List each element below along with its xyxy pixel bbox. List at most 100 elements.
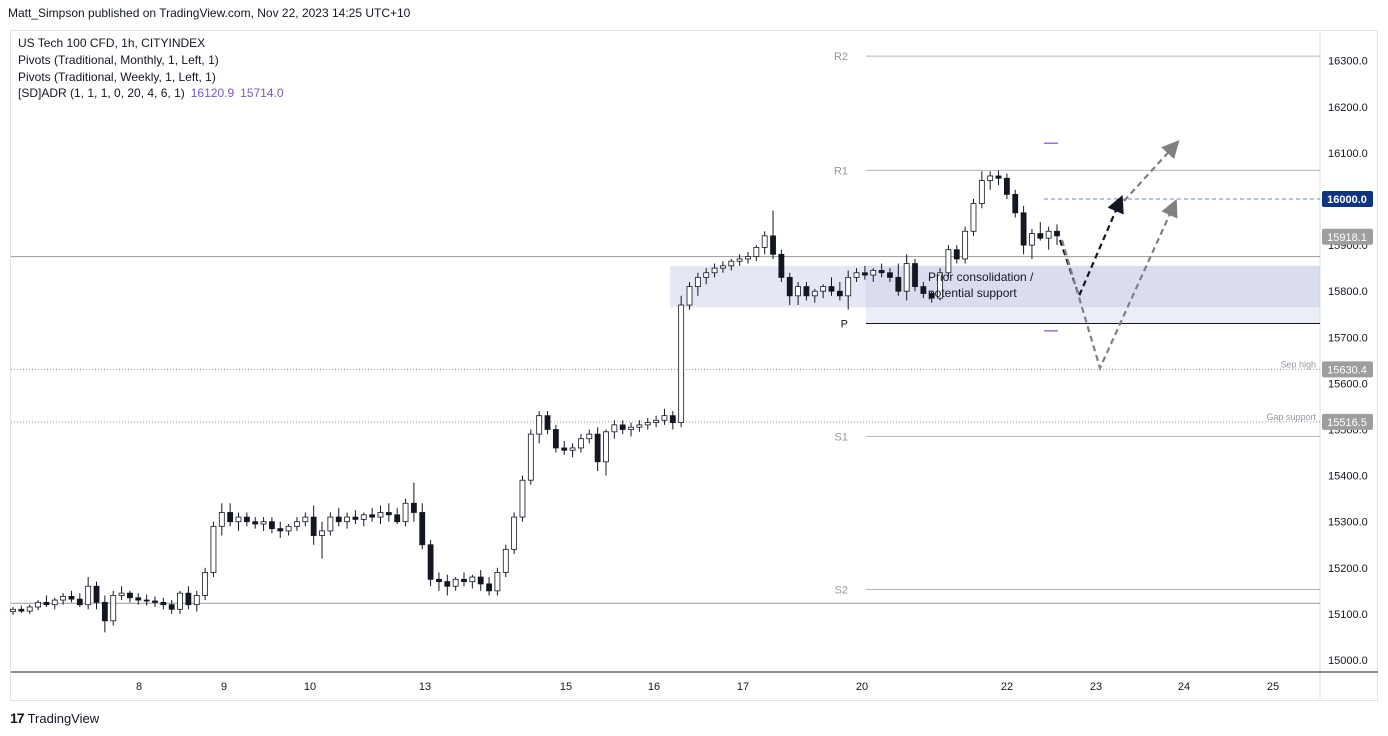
candle-body	[711, 267, 718, 274]
candle-body	[285, 525, 292, 532]
x-tick-2: 10	[304, 681, 316, 693]
candle-body	[594, 433, 601, 463]
candle-body	[619, 424, 626, 430]
candle-body	[636, 424, 643, 428]
chart-frame[interactable]	[10, 30, 1378, 701]
candle-body	[43, 601, 50, 606]
candle-body	[586, 433, 593, 440]
candle-body	[427, 544, 434, 580]
candle-body	[686, 286, 693, 306]
candle-body	[753, 247, 760, 258]
y-tick-12: 16200.0	[1328, 102, 1368, 114]
chart-legend: US Tech 100 CFD, 1h, CITYINDEX Pivots (T…	[18, 35, 284, 102]
legend-adr-low: 15714.0	[240, 86, 284, 101]
candle-body	[143, 599, 150, 602]
candle-body	[177, 592, 183, 610]
candle-body	[544, 415, 551, 430]
pivot-label-r2: R2	[834, 51, 848, 63]
pivot-label-s2: S2	[835, 584, 848, 596]
candle-body	[344, 516, 350, 523]
candle-body	[527, 433, 534, 481]
candle-body	[76, 598, 83, 606]
candle-body	[227, 512, 234, 523]
candle-body	[761, 235, 768, 248]
candle-body	[1029, 233, 1035, 246]
candle-body	[937, 272, 943, 299]
candle-body	[920, 286, 927, 294]
footer: 17 TradingView	[10, 710, 99, 726]
x-tick-7: 20	[856, 681, 868, 693]
candle-body	[745, 256, 751, 260]
candle-body	[878, 270, 885, 274]
y-tick-8: 15800.0	[1328, 286, 1368, 298]
candle-body	[561, 447, 568, 451]
publisher-header: Matt_Simpson published on TradingView.co…	[8, 6, 411, 20]
price-tag-3: 15516.5	[1327, 417, 1367, 429]
candle-body	[452, 578, 459, 587]
x-tick-8: 22	[1001, 681, 1013, 693]
y-tick-1: 15100.0	[1328, 609, 1368, 621]
legend-adr-label: [SD]ADR (1, 1, 1, 0, 20, 4, 6, 1)	[18, 86, 185, 101]
candle-body	[1020, 212, 1027, 246]
legend-pivots-weekly[interactable]: Pivots (Traditional, Weekly, 1, Left, 1)	[18, 69, 216, 84]
legend-symbol[interactable]: US Tech 100 CFD, 1h, CITYINDEX	[18, 36, 206, 50]
candle-body	[644, 422, 651, 426]
candle-body	[419, 512, 426, 546]
legend-pivots-monthly[interactable]: Pivots (Traditional, Monthly, 1, Left, 1…	[18, 52, 219, 67]
candle-body	[160, 601, 167, 606]
candle-body	[461, 578, 467, 583]
pivot-label-p: P	[841, 318, 848, 330]
x-tick-6: 17	[737, 681, 749, 693]
candle-body	[35, 601, 41, 608]
y-tick-4: 15400.0	[1328, 471, 1368, 483]
price-tag-2: 15630.4	[1327, 364, 1367, 376]
price-tag-bg-1	[1322, 228, 1373, 245]
candle-body	[694, 276, 701, 287]
candle-body	[277, 528, 284, 532]
candle-body	[469, 576, 476, 583]
candle-body	[853, 272, 860, 278]
y-tick-6: 15600.0	[1328, 378, 1368, 390]
candle-body	[770, 235, 776, 255]
candle-body	[903, 263, 910, 292]
candle-body	[928, 293, 935, 299]
candle-body	[377, 512, 384, 518]
y-tick-13: 16300.0	[1328, 56, 1368, 68]
candle-body	[962, 230, 969, 260]
candle-body	[845, 276, 852, 297]
candle-body	[101, 601, 108, 622]
candle-body	[60, 595, 67, 601]
candle-body	[1012, 193, 1019, 214]
candle-body	[552, 429, 559, 449]
candle-body	[895, 276, 902, 292]
legend-adr[interactable]: [SD]ADR (1, 1, 1, 0, 20, 4, 6, 1) 16120.9…	[18, 85, 284, 102]
candle-body	[327, 516, 334, 532]
candle-body	[628, 426, 634, 430]
consolidation-zone	[670, 265, 1320, 308]
price-tag-bg-3	[1322, 413, 1373, 430]
candle-body	[168, 604, 175, 610]
candle-body	[477, 576, 484, 585]
candle-body	[402, 502, 409, 523]
candle-body	[536, 415, 543, 435]
candle-body	[836, 290, 843, 297]
candle-body	[310, 516, 317, 536]
candle-body	[218, 512, 225, 527]
candle-body	[870, 270, 877, 276]
candle-body	[661, 415, 668, 421]
tradingview-logo-icon[interactable]: 17	[10, 710, 25, 726]
candle-body	[127, 592, 133, 599]
footer-brand[interactable]: TradingView	[27, 710, 100, 726]
candle-body	[736, 258, 743, 262]
candle-body	[778, 253, 785, 278]
hline-label-0: Sep high	[1280, 359, 1316, 369]
candle-body	[820, 286, 827, 292]
candle-body	[912, 263, 918, 287]
x-tick-10: 24	[1178, 681, 1190, 693]
candle-body	[803, 286, 810, 297]
x-tick-5: 16	[648, 681, 660, 693]
projection-arrow-alt-low	[1060, 198, 1178, 372]
candle-body	[319, 530, 325, 536]
candle-body	[68, 595, 75, 600]
